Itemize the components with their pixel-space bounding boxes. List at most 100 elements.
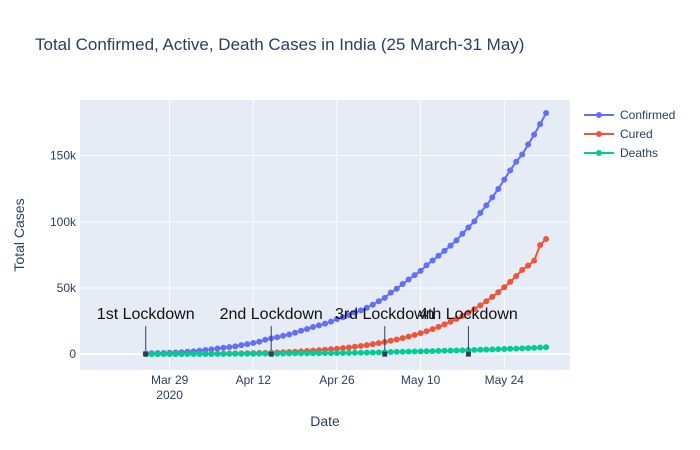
data-point <box>501 176 508 183</box>
data-point <box>154 351 161 358</box>
data-point <box>304 350 311 357</box>
data-point <box>513 158 520 165</box>
data-point <box>357 342 364 349</box>
data-point <box>304 325 311 332</box>
data-point <box>441 347 448 354</box>
data-point <box>214 350 221 357</box>
data-point <box>423 348 430 355</box>
data-point <box>459 347 466 354</box>
data-point <box>429 348 436 355</box>
data-point <box>190 351 197 358</box>
data-point <box>435 323 442 330</box>
legend-item-cured: Cured <box>584 127 653 141</box>
data-point <box>262 336 269 343</box>
data-point <box>429 326 436 333</box>
data-point <box>489 346 496 353</box>
data-point <box>453 315 460 322</box>
data-point <box>543 235 550 242</box>
y-tick-label: 50k <box>57 281 77 295</box>
data-point <box>429 257 436 264</box>
data-point <box>322 350 328 357</box>
x-tick-label: May 10 <box>401 373 441 387</box>
data-point <box>244 350 251 357</box>
data-point <box>363 304 370 311</box>
x-tick-sublabel: 2020 <box>156 388 183 402</box>
data-point <box>447 318 454 325</box>
data-point <box>327 318 334 325</box>
data-point <box>226 350 233 357</box>
data-point <box>262 350 269 357</box>
data-point <box>465 224 472 231</box>
data-point <box>375 349 382 356</box>
data-point <box>519 151 526 158</box>
data-point <box>399 348 406 355</box>
data-point <box>351 349 358 356</box>
data-point <box>369 341 376 348</box>
data-point <box>525 262 532 269</box>
data-point <box>351 343 358 350</box>
data-point <box>465 309 472 316</box>
data-point <box>316 350 323 357</box>
legend-swatch-marker <box>596 131 602 137</box>
data-point <box>441 321 448 328</box>
data-point <box>286 350 293 357</box>
data-point <box>531 257 538 264</box>
data-point <box>489 194 496 201</box>
data-point <box>411 272 418 279</box>
data-point <box>477 346 484 353</box>
data-point <box>495 289 502 296</box>
data-point <box>507 278 514 285</box>
data-point <box>387 337 394 344</box>
data-point <box>208 351 215 358</box>
data-point <box>274 334 281 341</box>
legend-label: Cured <box>620 127 653 141</box>
data-point <box>166 351 173 358</box>
annotation-marker <box>268 351 274 357</box>
data-point <box>363 342 370 349</box>
series-layer <box>142 110 550 358</box>
data-point <box>375 298 382 305</box>
annotation-label: 2nd Lockdown <box>220 306 323 323</box>
data-point <box>453 347 460 354</box>
data-point <box>220 350 227 357</box>
data-point <box>250 350 257 357</box>
data-point <box>417 267 424 274</box>
legend-item-deaths: Deaths <box>584 146 658 160</box>
y-tick-label: 150k <box>50 149 77 163</box>
plot-area <box>80 100 570 370</box>
data-point <box>483 202 490 209</box>
data-point <box>405 348 412 355</box>
data-point <box>351 309 358 316</box>
data-point <box>483 298 490 305</box>
annotation-label: 3rd Lockdown <box>335 306 435 323</box>
data-point <box>477 302 484 309</box>
data-point <box>226 344 233 351</box>
legend: Confirmed Cured Deaths <box>584 108 675 160</box>
data-point <box>232 343 239 350</box>
data-point <box>369 301 376 308</box>
data-point <box>417 348 424 355</box>
data-point <box>525 345 532 352</box>
data-point <box>322 320 328 327</box>
data-point <box>447 347 454 354</box>
data-point <box>184 351 191 358</box>
annotation-marker <box>465 351 471 357</box>
data-point <box>513 345 520 352</box>
data-point <box>411 348 418 355</box>
data-point <box>471 218 478 225</box>
y-axis-ticks: 0 50k 100k 150k <box>50 149 77 362</box>
data-point <box>471 306 478 313</box>
legend-item-confirmed: Confirmed <box>584 108 675 122</box>
data-point <box>178 351 185 358</box>
data-point <box>471 346 478 353</box>
series-deaths <box>142 344 550 358</box>
x-tick-label: Mar 29 <box>151 373 189 387</box>
y-axis-title: Total Cases <box>11 198 27 271</box>
annotation-label: 1st Lockdown <box>97 306 195 323</box>
data-point <box>357 349 364 356</box>
data-point <box>160 351 167 358</box>
data-point <box>519 345 526 352</box>
data-point <box>256 338 263 345</box>
legend-label: Confirmed <box>620 108 675 122</box>
